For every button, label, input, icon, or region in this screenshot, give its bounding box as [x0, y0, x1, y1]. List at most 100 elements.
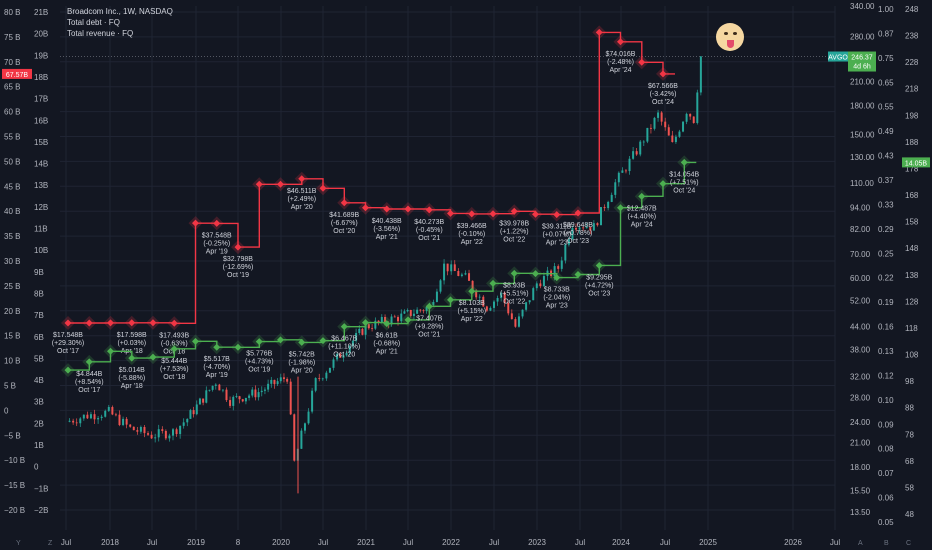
candle-body	[592, 223, 595, 231]
revenue-data-label: $6.467B	[331, 336, 357, 343]
debt-data-label: $39.311B	[542, 224, 572, 231]
revenue-marker	[255, 338, 263, 346]
candle-body	[485, 306, 488, 311]
revenue-data-label: (+5.15%)	[457, 308, 486, 315]
revenue-data-label: Oct '19	[248, 367, 270, 374]
candle-body	[68, 420, 71, 422]
revenue-marker	[595, 261, 603, 269]
revenue-data-label: $7.407B	[416, 315, 442, 322]
revenue-marker	[362, 319, 369, 327]
ratio-axis-tick: 0.43	[878, 152, 894, 161]
debt-marker	[170, 319, 178, 327]
time-axis-tick: 2025	[699, 538, 717, 547]
revenue-data-label: (-4.70%)	[203, 364, 230, 371]
axis-icon: B	[884, 540, 889, 547]
candle-body	[475, 290, 478, 298]
ratio-axis-tick: 0.08	[878, 445, 894, 454]
revenue-marker	[404, 316, 412, 324]
debt-marker	[85, 319, 93, 327]
candle-body	[364, 324, 367, 335]
debt-data-label: $40.273B	[414, 219, 444, 226]
far-right-axis-tick: 48	[905, 510, 914, 519]
candle-body	[198, 398, 201, 405]
candle-body	[150, 434, 153, 439]
revenue-data-label: (+7.53%)	[160, 366, 189, 373]
candle-body	[507, 302, 510, 314]
time-axis-tick: Jul	[489, 538, 499, 547]
time-axis-tick: 2018	[101, 538, 119, 547]
candle-body	[314, 378, 317, 391]
price-tag-value: 246.37	[851, 55, 873, 62]
avatar-emoji[interactable]	[716, 23, 744, 51]
candle-body	[532, 288, 535, 301]
candle-body	[514, 319, 517, 327]
debt-marker	[362, 204, 369, 212]
candle-body	[390, 316, 393, 325]
candle-body	[432, 301, 435, 305]
revenue-axis-tick: 6B	[34, 333, 44, 342]
debt-data-label: Oct '20	[333, 228, 355, 235]
revenue-axis-tick: 7B	[34, 311, 44, 320]
revenue-data-label: $9.295B	[586, 274, 612, 281]
revenue-marker	[340, 323, 348, 331]
candle-body	[422, 310, 425, 312]
debt-data-label: Oct '23	[567, 238, 589, 245]
debt-marker	[532, 210, 539, 218]
candle-body	[86, 414, 89, 419]
debt-data-label: $32.798B	[223, 256, 253, 263]
candle-body	[107, 407, 110, 411]
debt-axis-tick: −5 B	[4, 431, 21, 440]
revenue-axis-tick: 20B	[34, 30, 48, 39]
revenue-marker	[447, 296, 454, 304]
candle-body	[205, 390, 208, 403]
candle-body	[624, 170, 627, 172]
far-right-axis-tick: 118	[905, 324, 918, 333]
candle-body	[412, 313, 415, 316]
candle-body	[211, 385, 214, 390]
candle-body	[397, 317, 400, 322]
candle-body	[157, 429, 160, 438]
candle-body	[114, 414, 117, 416]
far-right-axis-tick: 128	[905, 297, 919, 306]
time-axis-tick: 2019	[187, 538, 205, 547]
debt-marker	[425, 206, 433, 214]
price-axis-tick: 60.00	[850, 274, 871, 283]
debt-axis-tick: −20 B	[4, 506, 25, 515]
debt-data-label: (+0.07%)	[542, 232, 571, 239]
debt-data-label: (-3.42%)	[650, 91, 677, 98]
candle-body	[374, 320, 377, 329]
price-axis-tick: 28.00	[850, 394, 871, 403]
revenue-axis-tick: 1B	[34, 441, 44, 450]
revenue-data-label: Oct '24	[673, 187, 695, 194]
candle-body	[229, 400, 232, 406]
revenue-data-label: (+11.10%)	[328, 344, 360, 351]
ratio-axis-tick: 0.16	[878, 323, 894, 332]
debt-data-label: (+1.22%)	[500, 228, 529, 235]
debt-data-label: (+2.49%)	[287, 196, 316, 203]
ratio-axis-tick: 1.00	[878, 5, 894, 14]
candle-body	[189, 410, 192, 419]
time-axis-tick: Jul	[575, 538, 585, 547]
candle-body	[348, 345, 351, 353]
candle-body	[286, 378, 289, 382]
price-axis-tick: 18.00	[850, 463, 871, 472]
revenue-data-label: (+9.28%)	[415, 323, 444, 330]
ratio-axis-tick: 0.75	[878, 54, 894, 63]
revenue-axis-tick: 18B	[34, 73, 48, 82]
candle-body	[628, 158, 631, 172]
candle-body	[653, 117, 656, 129]
candle-body	[289, 381, 292, 415]
candle-body	[439, 280, 442, 292]
far-right-axis-tick: 218	[905, 85, 919, 94]
revenue-data-label: $4.844B	[76, 371, 102, 378]
revenue-marker	[574, 271, 582, 279]
candle-body	[202, 398, 205, 403]
debt-value-tag-text: 67.57B	[6, 72, 29, 79]
candle-body	[164, 430, 167, 439]
candle-body	[100, 416, 103, 419]
candle-body	[161, 429, 164, 431]
candle-body	[585, 227, 588, 229]
candle-body	[263, 389, 266, 391]
